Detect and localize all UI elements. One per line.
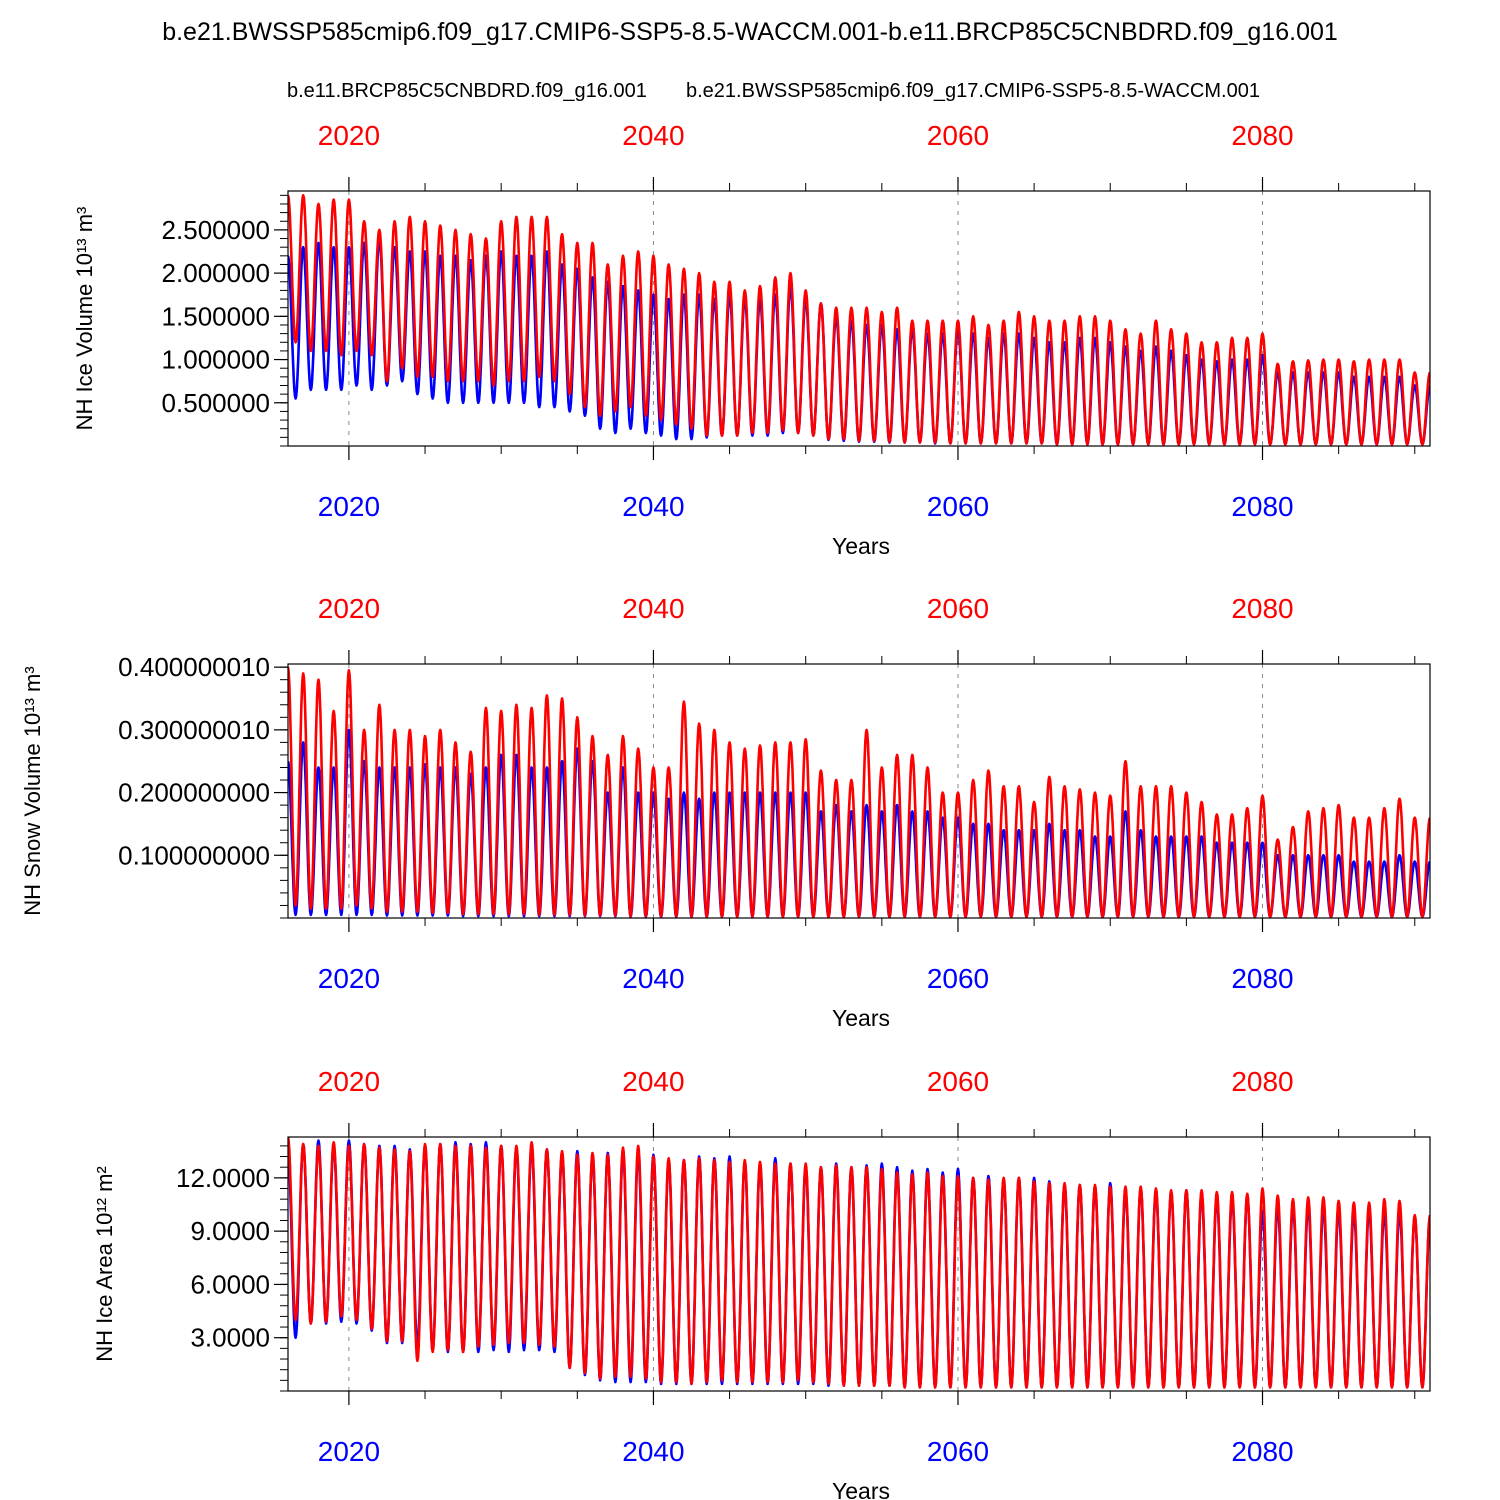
x-tick-label-top: 2040 — [622, 120, 684, 151]
x-axis-label: Years — [832, 533, 890, 559]
plot-frame — [287, 1136, 1431, 1392]
y-tick-label: 0.400000010 — [118, 652, 270, 682]
x-tick-label-top: 2020 — [318, 120, 380, 151]
x-tick-label-bottom: 2080 — [1231, 1436, 1293, 1467]
y-axis-label: NH Ice Volume 10¹³ m³ — [72, 207, 97, 431]
y-tick-label: 3.0000 — [190, 1323, 270, 1353]
x-tick-label-bottom: 2040 — [622, 491, 684, 522]
y-tick-label: 1.000000 — [162, 345, 270, 375]
series-line-red — [288, 194, 1430, 446]
x-tick-label-bottom: 2020 — [318, 963, 380, 994]
series-line-red — [288, 1137, 1430, 1389]
x-tick-label-bottom: 2020 — [318, 1436, 380, 1467]
y-tick-label: 12.0000 — [176, 1163, 270, 1193]
chart-title: b.e21.BWSSP585cmip6.f09_g17.CMIP6-SSP5-8… — [162, 18, 1338, 46]
y-tick-label: 0.200000000 — [118, 778, 270, 808]
plot-frame — [287, 663, 1431, 919]
y-axis-label: NH Ice Area 10¹² m² — [92, 1166, 117, 1362]
x-tick-label-top: 2080 — [1231, 120, 1293, 151]
legend-red-label: b.e11.BRCP85C5CNBDRD.f09_g16.001 — [287, 80, 647, 102]
x-tick-label-bottom: 2080 — [1231, 963, 1293, 994]
y-tick-label: 6.0000 — [190, 1269, 270, 1299]
x-tick-label-top: 2060 — [927, 593, 989, 624]
y-tick-label: 2.500000 — [162, 215, 270, 245]
x-tick-label-bottom: 2040 — [622, 963, 684, 994]
panel-1: 0.500000 1.000000 1.500000 2.000000 2.500000… — [72, 120, 1431, 559]
y-tick-label: 2.000000 — [162, 258, 270, 288]
x-tick-label-top: 2060 — [927, 120, 989, 151]
x-tick-label-top: 2080 — [1231, 593, 1293, 624]
x-tick-label-top: 2020 — [318, 1066, 380, 1097]
y-tick-label: 0.100000000 — [118, 840, 270, 870]
y-tick-label: 9.0000 — [190, 1216, 270, 1246]
x-tick-label-bottom: 2080 — [1231, 491, 1293, 522]
x-axis-label: Years — [832, 1478, 890, 1500]
plot-frame — [287, 190, 1431, 447]
y-tick-label: 0.300000010 — [118, 715, 270, 745]
y-axis-label: NH Snow Volume 10¹³ m³ — [20, 666, 45, 915]
y-tick-label: 0.500000 — [162, 388, 270, 418]
series-line-red — [288, 666, 1430, 918]
x-tick-label-bottom: 2060 — [927, 491, 989, 522]
x-tick-label-bottom: 2060 — [927, 1436, 989, 1467]
panel-3: 3.0000 6.0000 9.0000 12.0000 2020 2020 2040 204… — [92, 1066, 1431, 1500]
legend-blue-label: b.e21.BWSSP585cmip6.f09_g17.CMIP6-SSP5-8… — [686, 80, 1260, 102]
x-tick-label-bottom: 2060 — [927, 963, 989, 994]
x-tick-label-top: 2040 — [622, 593, 684, 624]
y-tick-label: 1.500000 — [162, 301, 270, 331]
x-tick-label-top: 2020 — [318, 593, 380, 624]
x-axis-label: Years — [832, 1005, 890, 1031]
x-tick-label-top: 2040 — [622, 1066, 684, 1097]
x-tick-label-bottom: 2040 — [622, 1436, 684, 1467]
x-tick-label-top: 2080 — [1231, 1066, 1293, 1097]
x-tick-label-top: 2060 — [927, 1066, 989, 1097]
panel-2: 0.100000000 0.200000000 0.300000010 0.40000… — [20, 593, 1431, 1031]
x-tick-label-bottom: 2020 — [318, 491, 380, 522]
